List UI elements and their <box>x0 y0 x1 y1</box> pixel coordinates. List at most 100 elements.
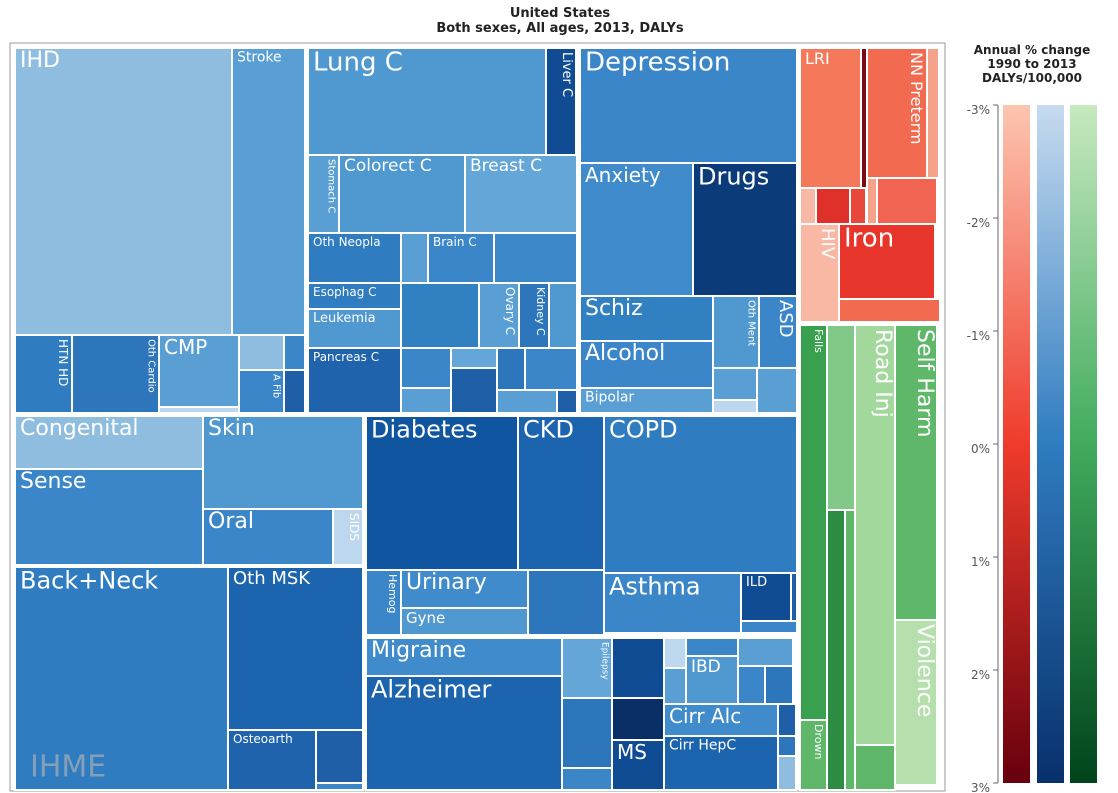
cell <box>777 703 797 737</box>
cell-label: Breast C <box>470 156 542 176</box>
legend-title: DALYs/100,000 <box>982 71 1082 85</box>
cell-label: Skin <box>208 416 255 441</box>
cell <box>894 619 938 786</box>
cell <box>849 187 867 225</box>
cell-label: Bipolar <box>585 390 634 406</box>
cell <box>866 177 878 225</box>
chart-subtitle: Both sexes, All ages, 2013, DALYs <box>436 21 684 36</box>
cell-label: Alzheimer <box>371 676 491 704</box>
cell <box>740 620 798 634</box>
cell-label: LRI <box>805 49 830 68</box>
cell <box>561 697 613 769</box>
cell <box>427 232 495 284</box>
cell <box>777 735 797 757</box>
cell <box>838 298 941 323</box>
cell <box>400 347 452 389</box>
cell <box>712 295 760 369</box>
cell <box>307 47 547 156</box>
cell <box>926 47 940 179</box>
cell <box>315 782 364 791</box>
legend-tick-label: 0% <box>971 442 990 456</box>
cell <box>450 347 498 369</box>
cell-label: Sense <box>20 469 86 494</box>
cell <box>611 637 665 699</box>
cell <box>764 665 794 705</box>
cell <box>611 739 665 791</box>
cell <box>603 572 742 634</box>
cell-label: IBD <box>691 657 721 677</box>
cell <box>756 367 798 414</box>
cell-label: A Fib <box>271 374 282 398</box>
cell-label: Lung C <box>313 47 403 77</box>
cell <box>307 347 402 414</box>
cell-label: HIV <box>817 228 838 260</box>
cell <box>307 308 402 349</box>
cell <box>799 719 828 791</box>
cell <box>338 154 466 234</box>
cell-label: COPD <box>609 416 678 444</box>
cell <box>712 399 758 414</box>
cell-label: Oral <box>208 509 254 534</box>
cell-label: Iron <box>844 223 894 253</box>
cell <box>826 509 846 791</box>
cell <box>579 162 694 297</box>
cell <box>400 232 429 284</box>
cell-label: Osteoarth <box>233 732 293 746</box>
cell-label: Drown <box>812 724 825 759</box>
cell <box>685 637 739 657</box>
cell-label: Asthma <box>609 573 701 601</box>
cell <box>561 637 613 699</box>
cell <box>737 637 794 667</box>
cell-label: Cirr Alc <box>669 704 741 728</box>
cell <box>478 282 520 349</box>
legend-tick-label: 2% <box>971 668 990 682</box>
cell <box>548 282 578 349</box>
cell-label: Oth Cardio <box>146 339 157 393</box>
cell <box>464 154 578 234</box>
cell-label: Road Inj <box>870 329 895 418</box>
cell <box>838 223 936 300</box>
cell-label: Leukemia <box>313 311 376 326</box>
cell-label: Self Harm <box>912 329 937 437</box>
cell <box>400 282 480 349</box>
cell-label: Gyne <box>406 609 445 627</box>
cell <box>799 187 817 225</box>
cell <box>202 415 364 510</box>
cell-label: Oth Ment <box>746 300 757 346</box>
cell <box>14 47 233 336</box>
legend-tick-label: -2% <box>967 216 990 230</box>
legend-bar-blue <box>1037 105 1064 783</box>
cell-label: Alcohol <box>585 341 665 366</box>
cell-label: Epilepsy <box>599 642 609 680</box>
cell <box>663 667 687 705</box>
legend-tick-label: -1% <box>967 329 990 343</box>
cell <box>496 347 526 391</box>
cell <box>663 703 779 737</box>
cell <box>799 324 828 721</box>
cell <box>227 729 317 791</box>
cell <box>400 387 452 414</box>
cell <box>527 569 605 636</box>
legend-tick-label: 1% <box>971 555 990 569</box>
cell <box>854 324 896 746</box>
cell <box>231 47 306 336</box>
cell-label: Pancreas C <box>313 350 379 364</box>
cell-label: Oth MSK <box>233 568 311 589</box>
cell-label: Esophag C <box>313 285 377 299</box>
cell <box>579 295 714 342</box>
cell <box>493 232 578 284</box>
cell <box>283 369 306 414</box>
cell <box>663 637 687 669</box>
cell <box>692 162 798 297</box>
cell <box>365 569 402 636</box>
cell <box>866 47 928 179</box>
legend-tick-label: 3% <box>971 781 990 793</box>
cell-label: Colorect C <box>344 156 432 176</box>
cell <box>799 223 840 323</box>
cell <box>799 47 862 189</box>
cell-label: Falls <box>812 329 825 353</box>
cell-label: Cirr HepC <box>669 738 736 754</box>
cell <box>14 415 204 470</box>
cell <box>400 607 529 636</box>
